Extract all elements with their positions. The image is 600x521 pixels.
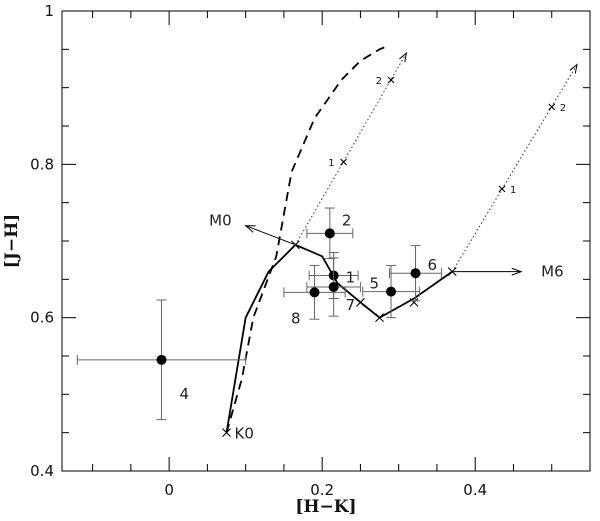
y-axis-title: [J−H] bbox=[2, 214, 22, 268]
giant-sequence-line bbox=[225, 44, 390, 433]
data-point bbox=[324, 228, 335, 239]
axis-ticks bbox=[62, 10, 591, 472]
sequences: K0 M0 M6 bbox=[209, 44, 564, 443]
data-point bbox=[156, 354, 167, 365]
x-axis-title: [H−K] bbox=[295, 497, 356, 517]
x-tick-label: 0 bbox=[164, 481, 174, 499]
reddening-mark-label: 2 bbox=[376, 76, 382, 87]
spectral-arrow-head bbox=[511, 267, 523, 276]
spectral-label: M6 bbox=[541, 263, 564, 281]
reddening-mark bbox=[548, 103, 556, 111]
x-tick-label: 0.2 bbox=[310, 481, 334, 499]
sequence-x-mark bbox=[409, 297, 419, 307]
y-tick-label: 0.8 bbox=[30, 155, 54, 173]
reddening-vector-line bbox=[451, 64, 578, 272]
reddening-mark bbox=[498, 185, 506, 193]
reddening-vectors: 1 2 1 2 bbox=[294, 51, 578, 272]
reddening-vector-head bbox=[569, 63, 578, 74]
sequence-x-mark bbox=[222, 428, 231, 438]
reddening-mark-label: 2 bbox=[560, 103, 566, 114]
point-label: 4 bbox=[179, 385, 189, 403]
reddening-vector-head bbox=[399, 51, 408, 63]
start-label: K0 bbox=[235, 425, 254, 443]
point-label: 8 bbox=[291, 309, 301, 327]
point-label: 6 bbox=[428, 256, 438, 274]
data-point bbox=[410, 268, 421, 279]
y-tick-label: 0.4 bbox=[30, 462, 54, 480]
reddening-mark bbox=[340, 158, 347, 166]
sequence-x-mark bbox=[356, 297, 365, 307]
reddening-mark-label: 1 bbox=[510, 185, 516, 196]
spectral-arrow-head bbox=[244, 225, 256, 233]
data-point bbox=[328, 282, 339, 292]
reddening-mark-label: 1 bbox=[328, 158, 334, 169]
point-label: 1 bbox=[346, 269, 356, 287]
dwarf-sequence-line bbox=[225, 243, 453, 433]
data-points: 4 2 1 7 8 5 6 bbox=[76, 207, 443, 421]
x-tick-label: 0.4 bbox=[463, 481, 487, 499]
point-label: 7 bbox=[346, 296, 356, 314]
point-label: 2 bbox=[342, 211, 352, 229]
spectral-label: M0 bbox=[209, 212, 232, 230]
spectral-arrow bbox=[245, 225, 296, 246]
y-tick-label: 1 bbox=[44, 2, 54, 20]
y-tick-label: 0.6 bbox=[30, 309, 54, 327]
data-point bbox=[309, 287, 320, 298]
point-label: 5 bbox=[369, 275, 379, 293]
plot-frame bbox=[61, 10, 591, 472]
data-point bbox=[386, 286, 397, 297]
reddening-mark bbox=[387, 76, 395, 84]
reddening-vector-line bbox=[294, 52, 407, 246]
sequence-x-mark bbox=[375, 313, 384, 323]
axis-tick-labels: 0 0.2 0.4 0.4 0.6 0.8 1 bbox=[30, 2, 487, 499]
